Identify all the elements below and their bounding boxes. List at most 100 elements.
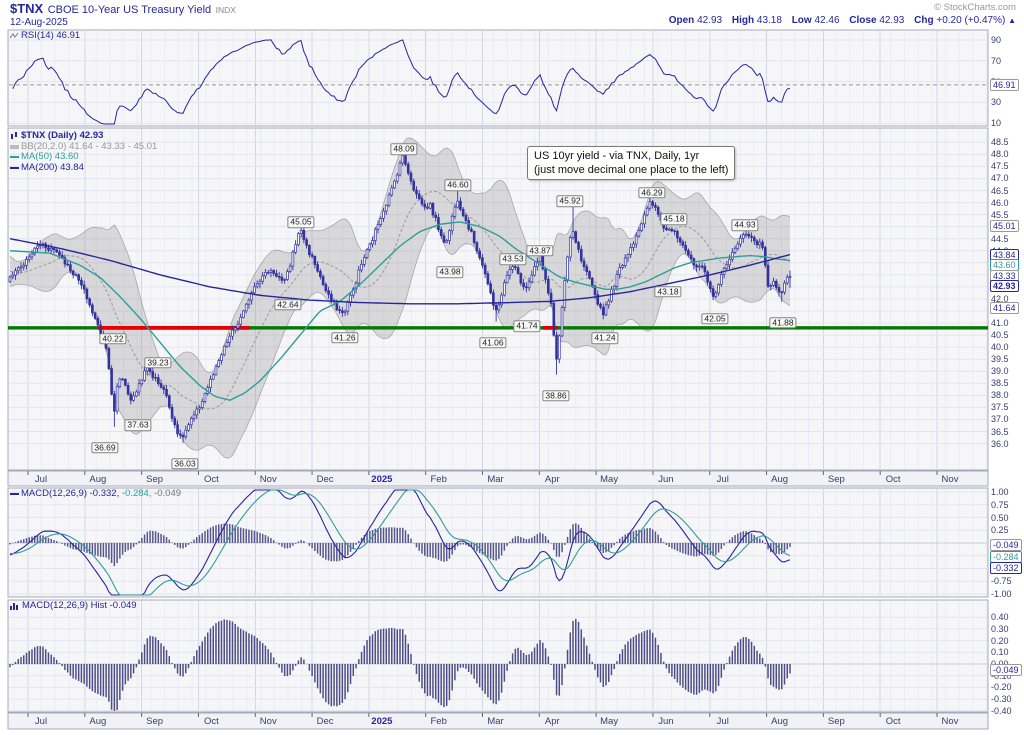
axis-tick-label: 39.0 <box>991 366 1009 377</box>
month-label: Jul <box>34 474 48 485</box>
month-label: Jun <box>658 474 674 485</box>
month-label: Mar <box>487 716 504 727</box>
change-label: Chg <box>914 15 934 26</box>
price-annotation: 41.88 <box>769 317 797 329</box>
month-label: Mar <box>487 474 504 485</box>
price-annotation: 36.03 <box>171 458 199 470</box>
price-annotation: 36.69 <box>91 442 119 454</box>
price-annotation: 46.29 <box>638 186 666 199</box>
close-value: 42.93 <box>879 15 905 26</box>
axis-tick-label: 38.5 <box>991 378 1009 389</box>
month-label: Aug <box>771 716 789 727</box>
axis-tick-label: 1.00 <box>991 487 1009 497</box>
axis-tick-label: 90 <box>991 35 1002 45</box>
axis-tick-label: 0.50 <box>991 512 1009 523</box>
month-label: Jul <box>716 716 729 727</box>
axis-tick-label: 42.0 <box>991 293 1009 304</box>
axis-tick-label: 37.0 <box>991 414 1009 425</box>
month-label: Nov <box>941 716 959 727</box>
symbol: $TNX <box>10 1 44 16</box>
axis-tick-label: -0.30 <box>991 694 1012 705</box>
price-annotation: 39.23 <box>144 356 172 369</box>
axis-badge: -0.049 <box>990 663 1022 676</box>
axis-badge: 46.91 <box>990 78 1019 91</box>
price-annotation: 45.92 <box>556 195 584 208</box>
ma50-line-icon <box>10 156 19 159</box>
price-annotation: 43.18 <box>654 285 682 298</box>
axis-tick-label: 38.0 <box>991 390 1009 401</box>
axis-badge: 42.93 <box>990 280 1019 293</box>
month-label: Aug <box>771 474 789 485</box>
macd-line-icon <box>10 493 19 496</box>
note-line2: (just move decimal one place to the left… <box>534 164 729 176</box>
price-annotation: 41.24 <box>591 332 619 345</box>
axis-tick-label: 40.0 <box>991 342 1009 353</box>
month-label: 2025 <box>371 716 393 727</box>
price-last-value: 42.93 <box>79 130 104 141</box>
axis-tick-label: 46.0 <box>991 197 1009 208</box>
price-annotation: 43.87 <box>526 245 554 257</box>
axis-tick-label: 30 <box>991 97 1002 108</box>
line-chart-icon <box>10 32 19 39</box>
low-value: 42.46 <box>814 15 840 26</box>
month-label: Oct <box>885 716 901 727</box>
axis-tick-label: -0.20 <box>991 682 1012 693</box>
up-arrow-icon: ▲ <box>1008 16 1016 25</box>
candlestick-icon <box>11 131 17 139</box>
axis-badge: 45.01 <box>990 220 1019 233</box>
open-value: 42.93 <box>697 15 723 26</box>
ma200-line-icon <box>10 166 19 169</box>
month-label: Nov <box>259 716 277 727</box>
price-annotation: 45.18 <box>660 213 688 226</box>
axis-tick-label: -0.40 <box>991 705 1012 716</box>
month-label: Sep <box>146 474 164 485</box>
axis-tick-label: 48.5 <box>991 137 1009 148</box>
axis-badge: 41.64 <box>990 301 1019 314</box>
chart-header: $TNX CBOE 10-Year US Treasury Yield INDX… <box>10 1 236 29</box>
low-label: Low <box>791 15 812 26</box>
exchange-label: INDX <box>215 5 236 15</box>
macd-value: -0.332, <box>89 488 120 499</box>
high-label: High <box>731 15 755 26</box>
axis-tick-label: 36.0 <box>991 438 1009 449</box>
axis-tick-label: 39.5 <box>991 354 1009 365</box>
hist-value: -0.049 <box>109 600 137 611</box>
note-line1: US 10yr yield - via TNX, Daily, 1yr <box>534 150 700 162</box>
axis-tick-label: 0.20 <box>991 635 1009 646</box>
price-series-label: $TNX (Daily) <box>21 130 77 141</box>
month-label: Jul <box>34 716 48 727</box>
axis-tick-label: 41.0 <box>991 318 1009 329</box>
axis-tick-label: 10 <box>991 118 1002 129</box>
month-label: Aug <box>89 716 107 727</box>
ma200-label: MA(200) <box>21 161 58 173</box>
high-value: 43.18 <box>756 15 782 26</box>
price-annotation: 41.26 <box>331 332 359 344</box>
open-label: Open <box>668 15 695 26</box>
axis-tick-label: 40.5 <box>991 330 1009 341</box>
month-label: Oct <box>204 474 219 485</box>
month-label: Jun <box>658 716 674 727</box>
axis-tick-label: 44.5 <box>991 233 1009 244</box>
band-icon <box>10 144 19 149</box>
ma50-label: MA(50) <box>21 151 53 162</box>
axis-tick-label: 46.5 <box>991 185 1009 196</box>
price-annotation: 44.93 <box>731 219 759 232</box>
macd-hist-legend: MACD(12,26,9) Hist -0.049 <box>10 600 137 612</box>
axis-tick-label: 37.5 <box>991 402 1009 413</box>
axis-badge: -0.332 <box>990 561 1022 574</box>
close-label: Close <box>849 15 877 26</box>
rsi-legend: RSI(14) 46.91 <box>10 30 80 42</box>
price-annotation: 37.63 <box>124 419 152 432</box>
macd-signal-value: -0.284, <box>121 488 152 499</box>
month-label: Apr <box>544 474 560 485</box>
price-legend: $TNX (Daily) 42.93 BB(20,2.0) 41.64 - 43… <box>10 130 157 173</box>
month-label: 2025 <box>371 474 393 485</box>
hist-label: MACD(12,26,9) Hist <box>22 600 107 611</box>
axis-tick-label: 0.25 <box>991 525 1009 536</box>
price-annotation: 40.22 <box>99 333 127 345</box>
axis-tick-label: 36.5 <box>991 426 1009 437</box>
month-label: Sep <box>827 716 845 727</box>
month-label: Feb <box>430 474 447 485</box>
macd-label: MACD(12,26,9) <box>21 488 87 499</box>
